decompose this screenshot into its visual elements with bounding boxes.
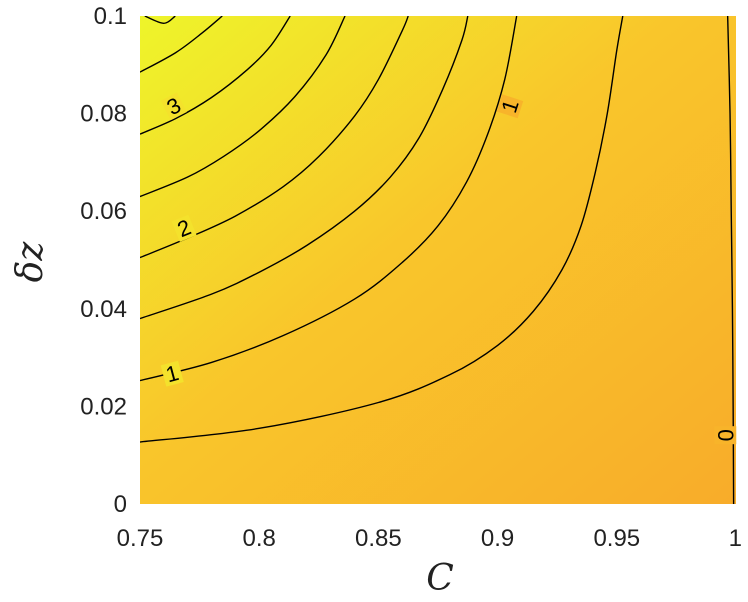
contour-label: 3 <box>160 92 187 121</box>
contour-line <box>140 16 469 320</box>
x-tick-label: 0.8 <box>243 525 276 552</box>
contour-line <box>140 16 346 198</box>
contour-line <box>140 16 223 73</box>
x-axis-title: C <box>426 558 454 599</box>
y-tick-label: 0 <box>114 491 127 518</box>
contour-label-text: 0 <box>713 429 738 441</box>
y-tick-label: 0.1 <box>94 3 127 30</box>
contour-line <box>140 16 291 135</box>
x-tick-label: 0.95 <box>593 525 640 552</box>
contour-label-gap <box>160 92 187 121</box>
y-tick-label: 0.04 <box>80 296 127 323</box>
y-axis-ticks: 0 0.02 0.04 0.06 0.08 0.1 <box>80 3 127 518</box>
contour-line <box>140 16 409 259</box>
x-tick-label: 0.85 <box>355 525 402 552</box>
contour-label-gap <box>171 214 197 242</box>
x-axis-ticks: 0.75 0.8 0.85 0.9 0.95 1 <box>117 525 742 552</box>
contour-label: 0 <box>713 426 738 445</box>
contour-lines <box>140 16 735 504</box>
y-tick-label: 0.08 <box>80 101 127 128</box>
contour-line <box>726 16 735 504</box>
contour-label: 1 <box>496 94 524 119</box>
y-tick-label: 0.02 <box>80 393 127 420</box>
contour-line <box>140 16 518 382</box>
contour-label: 1 <box>160 360 184 387</box>
x-tick-label: 1 <box>729 525 742 552</box>
contour-label: 2 <box>171 214 197 242</box>
x-tick-label: 0.9 <box>481 525 514 552</box>
y-tick-label: 0.06 <box>80 198 127 225</box>
plot-area <box>140 16 736 504</box>
contour-label-gap <box>714 426 737 445</box>
contour-line <box>140 16 624 443</box>
contour-label-gap <box>160 360 184 387</box>
contour-labels: 3 2 1 1 0 <box>160 92 738 445</box>
contour-line <box>144 16 176 25</box>
contour-label-gap <box>496 94 524 119</box>
y-axis-title: δz <box>10 241 51 283</box>
x-tick-label: 0.75 <box>117 525 164 552</box>
